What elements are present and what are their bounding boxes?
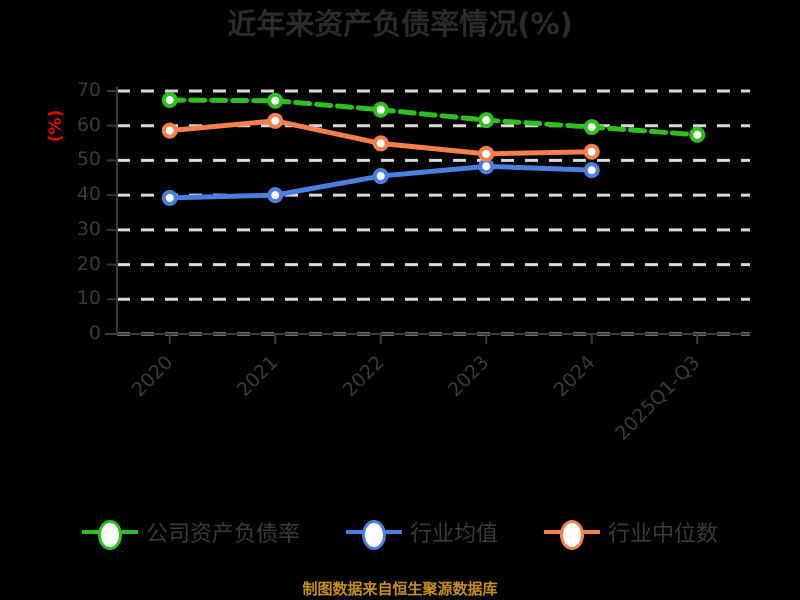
data-point-marker[interactable]: [267, 187, 284, 204]
data-point-marker[interactable]: [689, 126, 706, 143]
y-tick-label: 40: [76, 183, 101, 206]
legend-item[interactable]: 行业均值: [345, 516, 498, 550]
y-tick-label: 30: [76, 217, 101, 240]
series-line: [167, 97, 700, 138]
data-point-marker[interactable]: [161, 92, 178, 109]
legend-label: 公司资产负债率: [145, 522, 300, 547]
legend-dot-icon: [361, 520, 386, 550]
data-point-marker[interactable]: [161, 189, 178, 206]
footer-note: 制图数据来自恒生聚源数据库: [302, 580, 498, 598]
data-point-marker[interactable]: [372, 101, 389, 118]
legend-label: 行业中位数: [608, 522, 719, 547]
data-point-marker[interactable]: [267, 92, 284, 109]
y-tick-label: 10: [76, 287, 101, 310]
data-point-marker[interactable]: [478, 158, 495, 175]
y-tick-label: 70: [76, 79, 101, 101]
y-tick-label: 20: [76, 252, 101, 275]
data-point-marker[interactable]: [372, 168, 389, 185]
data-point-marker[interactable]: [478, 145, 495, 162]
legend-marker-icon: [81, 517, 138, 550]
data-point-marker[interactable]: [478, 112, 495, 129]
data-point-marker[interactable]: [583, 162, 600, 179]
chart-legend: 公司资产负债率 行业均值 行业中位数: [0, 516, 800, 550]
data-point-marker[interactable]: [583, 143, 600, 160]
y-tick-label: 0: [88, 322, 101, 344]
chart-title: 近年来资产负债率情况(%): [227, 7, 573, 41]
data-point-marker[interactable]: [583, 119, 600, 136]
data-point-marker[interactable]: [372, 135, 389, 152]
data-point-marker[interactable]: [161, 122, 178, 139]
legend-marker-icon: [544, 517, 600, 550]
legend-item[interactable]: 公司资产负债率: [81, 516, 300, 550]
data-point-marker[interactable]: [267, 112, 284, 129]
y-tick-label: 60: [76, 113, 101, 136]
y-tick-label: 50: [76, 148, 101, 171]
legend-label: 行业均值: [409, 522, 498, 547]
legend-dot-icon: [560, 520, 584, 550]
legend-dot-icon: [97, 520, 122, 550]
legend-marker-icon: [345, 517, 402, 550]
legend-item[interactable]: 行业中位数: [544, 516, 719, 550]
